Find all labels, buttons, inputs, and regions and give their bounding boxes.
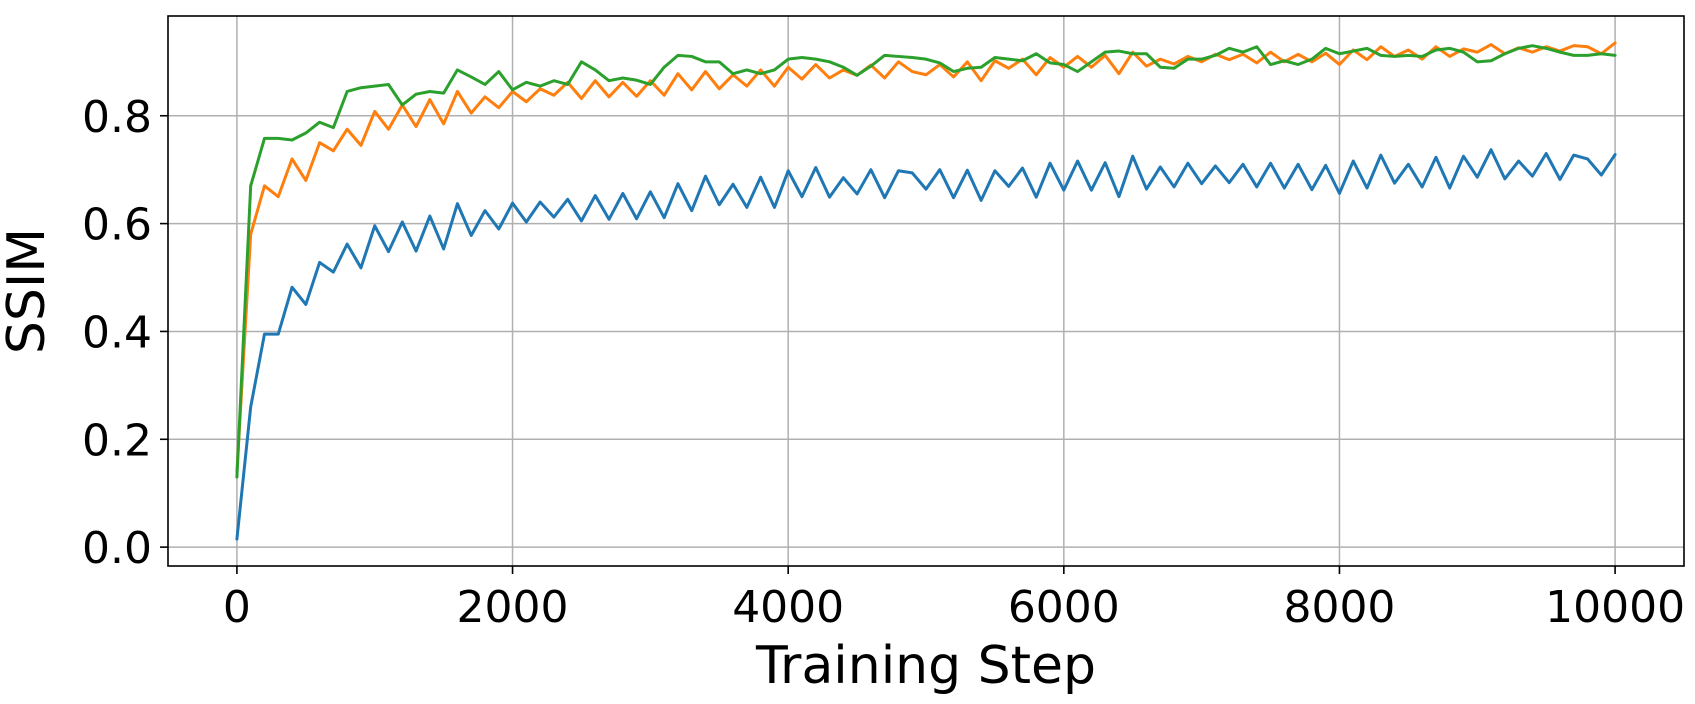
tick-layer: 0 2000 4000 6000 8000 10000 0.0 0.2 0.4 0.6 0.8 [82,92,1685,633]
x-tick-label: 6000 [1008,582,1120,633]
y-tick-label: 0.0 [82,523,152,574]
x-tick-label: 2000 [457,582,569,633]
y-tick-label: 0.2 [82,415,152,466]
y-tick-label: 0.4 [82,307,152,358]
series-line-1 [235,148,1617,541]
series-layer [235,41,1617,541]
x-axis-label: Training Step [755,636,1096,696]
y-tick-label: 0.6 [82,200,152,251]
x-tick-label: 4000 [732,582,844,633]
series-line-3 [235,44,1617,479]
grid-layer [168,16,1684,566]
x-tick-label: 8000 [1283,582,1395,633]
x-tick-label: 0 [223,582,251,633]
plot-frame [167,15,1685,567]
y-tick-label: 0.8 [82,92,152,143]
series-line-2 [235,41,1617,474]
y-axis-label: SSIM [0,228,57,354]
x-tick-label: 10000 [1545,582,1685,633]
